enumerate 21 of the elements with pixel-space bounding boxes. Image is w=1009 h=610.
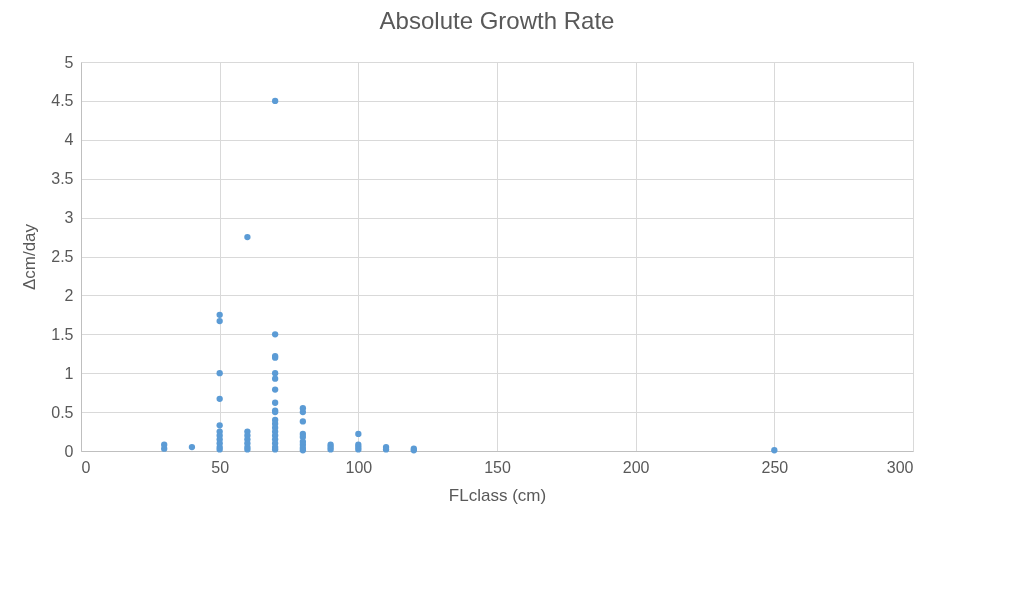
- x-tick-label: 50: [211, 458, 230, 476]
- y-tick-label: 3.5: [51, 170, 74, 188]
- x-tick-label: 150: [484, 458, 511, 476]
- y-axis-title: Δcm/day: [20, 223, 40, 291]
- x-tick-label: 0: [81, 458, 91, 476]
- y-tick-label: 1.5: [51, 325, 74, 343]
- y-tick-label: 2.5: [51, 248, 74, 265]
- y-tick-label: 0: [64, 442, 74, 460]
- chart-title: Absolute Growth Rate: [379, 7, 615, 34]
- x-tick-label: 250: [761, 458, 789, 476]
- y-tick-label: 4.5: [51, 92, 74, 110]
- x-tick-label: 100: [345, 458, 373, 476]
- x-tick-label: 300: [886, 458, 914, 476]
- x-tick-label: 200: [622, 458, 650, 476]
- y-tick-label: 1: [64, 364, 74, 382]
- y-tick-label: 0.5: [51, 403, 74, 421]
- y-tick-label: 4: [64, 131, 74, 149]
- y-tick-label: 5: [64, 53, 74, 71]
- y-tick-label: 3: [64, 209, 74, 227]
- y-tick-label: 2: [64, 286, 74, 304]
- x-axis-title: FLclass (cm): [448, 485, 547, 505]
